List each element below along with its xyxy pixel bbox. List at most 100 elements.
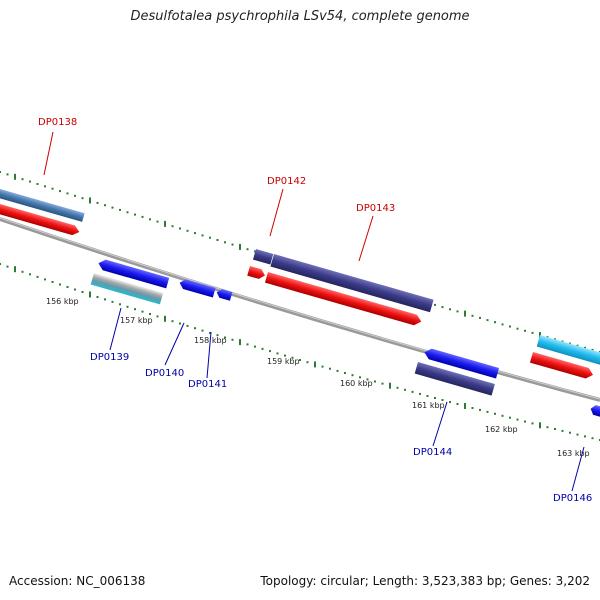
- scale-label-158kbp: 158 kbp: [194, 336, 227, 345]
- gene-label-dp0144[interactable]: DP0144: [413, 447, 452, 458]
- inner-tick-minor: [381, 382, 384, 385]
- inner-tick-minor: [269, 350, 271, 353]
- feature-dp0144-arrow[interactable]: [423, 347, 500, 379]
- feature-dp0143-purple[interactable]: [270, 254, 434, 313]
- feature-dp0141-arrow[interactable]: [216, 288, 233, 301]
- inner-tick-minor: [149, 313, 151, 315]
- feature-dp0144-purple[interactable]: [414, 362, 495, 396]
- inner-tick-minor: [74, 288, 76, 291]
- outer-tick-major: [239, 243, 241, 250]
- outer-tick-minor: [486, 319, 489, 322]
- inner-tick-minor: [426, 395, 429, 397]
- outer-tick-minor: [141, 215, 144, 218]
- outer-tick-minor: [21, 178, 24, 181]
- inner-tick-minor: [246, 343, 249, 346]
- gene-label-dp0139[interactable]: DP0139: [90, 352, 129, 363]
- inner-tick-minor: [396, 386, 399, 389]
- scale-label-162kbp: 162 kbp: [485, 425, 518, 434]
- outer-tick-major: [464, 310, 466, 317]
- inner-tick-minor: [336, 369, 339, 372]
- outer-tick-minor: [36, 183, 39, 185]
- inner-tick-minor: [59, 283, 61, 286]
- outer-tick-minor: [0, 171, 1, 173]
- outer-tick-minor: [479, 316, 481, 319]
- feature-red-right[interactable]: [529, 352, 595, 380]
- inner-tick-minor: [224, 336, 226, 339]
- outer-tick-minor: [501, 323, 504, 326]
- inner-tick-minor: [104, 298, 106, 301]
- outer-tick-minor: [209, 236, 211, 239]
- outer-tick-minor: [81, 197, 84, 200]
- inner-tick-minor: [0, 263, 1, 265]
- inner-tick-minor: [411, 390, 414, 393]
- leader-dp0141: [206, 331, 212, 379]
- outer-tick-minor: [171, 225, 174, 228]
- inner-tick-minor: [51, 281, 54, 283]
- gene-label-dp0141[interactable]: DP0141: [188, 379, 227, 390]
- gene-label-dp0142[interactable]: DP0142: [267, 176, 306, 187]
- inner-tick-major: [389, 382, 391, 389]
- inner-tick-minor: [509, 416, 511, 419]
- inner-tick-minor: [479, 408, 481, 411]
- inner-tick-minor: [216, 334, 219, 337]
- feature-dp0146-arrow[interactable]: [589, 404, 600, 420]
- inner-tick-minor: [126, 305, 129, 308]
- inner-tick-minor: [44, 278, 46, 281]
- feature-dp0139-arrow[interactable]: [97, 258, 170, 289]
- inner-tick-minor: [209, 331, 211, 334]
- inner-tick-minor: [81, 291, 84, 293]
- inner-tick-minor: [344, 372, 346, 374]
- inner-tick-minor: [29, 273, 31, 276]
- inner-tick-minor: [366, 378, 369, 381]
- inner-tick-major: [539, 422, 541, 429]
- leader-dp0146: [571, 446, 585, 492]
- outer-tick-minor: [149, 218, 151, 221]
- outer-tick-major: [89, 197, 91, 204]
- outer-tick-minor: [111, 206, 114, 209]
- inner-tick-minor: [546, 426, 549, 429]
- scale-label-160kbp: 160 kbp: [340, 379, 373, 388]
- outer-tick-minor: [201, 234, 204, 237]
- inner-tick-minor: [561, 429, 564, 432]
- feature-sky-right[interactable]: [536, 335, 600, 365]
- feature-dp0138-steel[interactable]: [0, 186, 85, 222]
- outer-tick-minor: [576, 344, 579, 347]
- inner-tick-minor: [141, 310, 144, 313]
- feature-dp0143-red[interactable]: [264, 272, 423, 327]
- inner-tick-minor: [531, 422, 534, 425]
- leader-dp0144: [432, 401, 448, 447]
- inner-tick-minor: [441, 399, 444, 401]
- outer-tick-minor: [96, 201, 99, 204]
- inner-tick-minor: [569, 431, 571, 434]
- inner-tick-minor: [359, 376, 361, 379]
- inner-tick-minor: [591, 437, 594, 440]
- gene-label-dp0138[interactable]: DP0138: [38, 117, 77, 128]
- genome-backbone-highlight: [0, 217, 600, 400]
- outer-tick-major: [164, 220, 166, 227]
- outer-tick-minor: [494, 321, 496, 324]
- inner-tick-minor: [329, 367, 331, 370]
- gene-label-dp0146[interactable]: DP0146: [553, 493, 592, 504]
- outer-tick-minor: [231, 243, 234, 246]
- outer-tick-minor: [104, 204, 106, 207]
- genome-backbone: [0, 217, 600, 402]
- feature-dp0142-red[interactable]: [247, 266, 266, 280]
- feature-dp0140-arrow[interactable]: [178, 278, 216, 298]
- inner-tick-minor: [494, 412, 496, 415]
- gene-label-dp0140[interactable]: DP0140: [145, 368, 184, 379]
- inner-tick-minor: [524, 420, 526, 423]
- outer-tick-minor: [449, 308, 451, 311]
- inner-tick-minor: [471, 407, 474, 409]
- feature-dp0138-red[interactable]: [0, 201, 81, 237]
- feature-dp0139-band[interactable]: [90, 273, 164, 305]
- inner-tick-minor: [434, 397, 436, 399]
- feature-dp0142-purple[interactable]: [252, 248, 274, 265]
- inner-tick-major: [164, 315, 166, 322]
- inner-tick-minor: [261, 347, 264, 350]
- inner-tick-minor: [254, 345, 256, 348]
- inner-tick-minor: [119, 303, 121, 306]
- outer-tick-minor: [119, 208, 121, 211]
- gene-label-dp0143[interactable]: DP0143: [356, 203, 395, 214]
- outer-tick-minor: [6, 173, 9, 176]
- inner-tick-minor: [194, 327, 196, 330]
